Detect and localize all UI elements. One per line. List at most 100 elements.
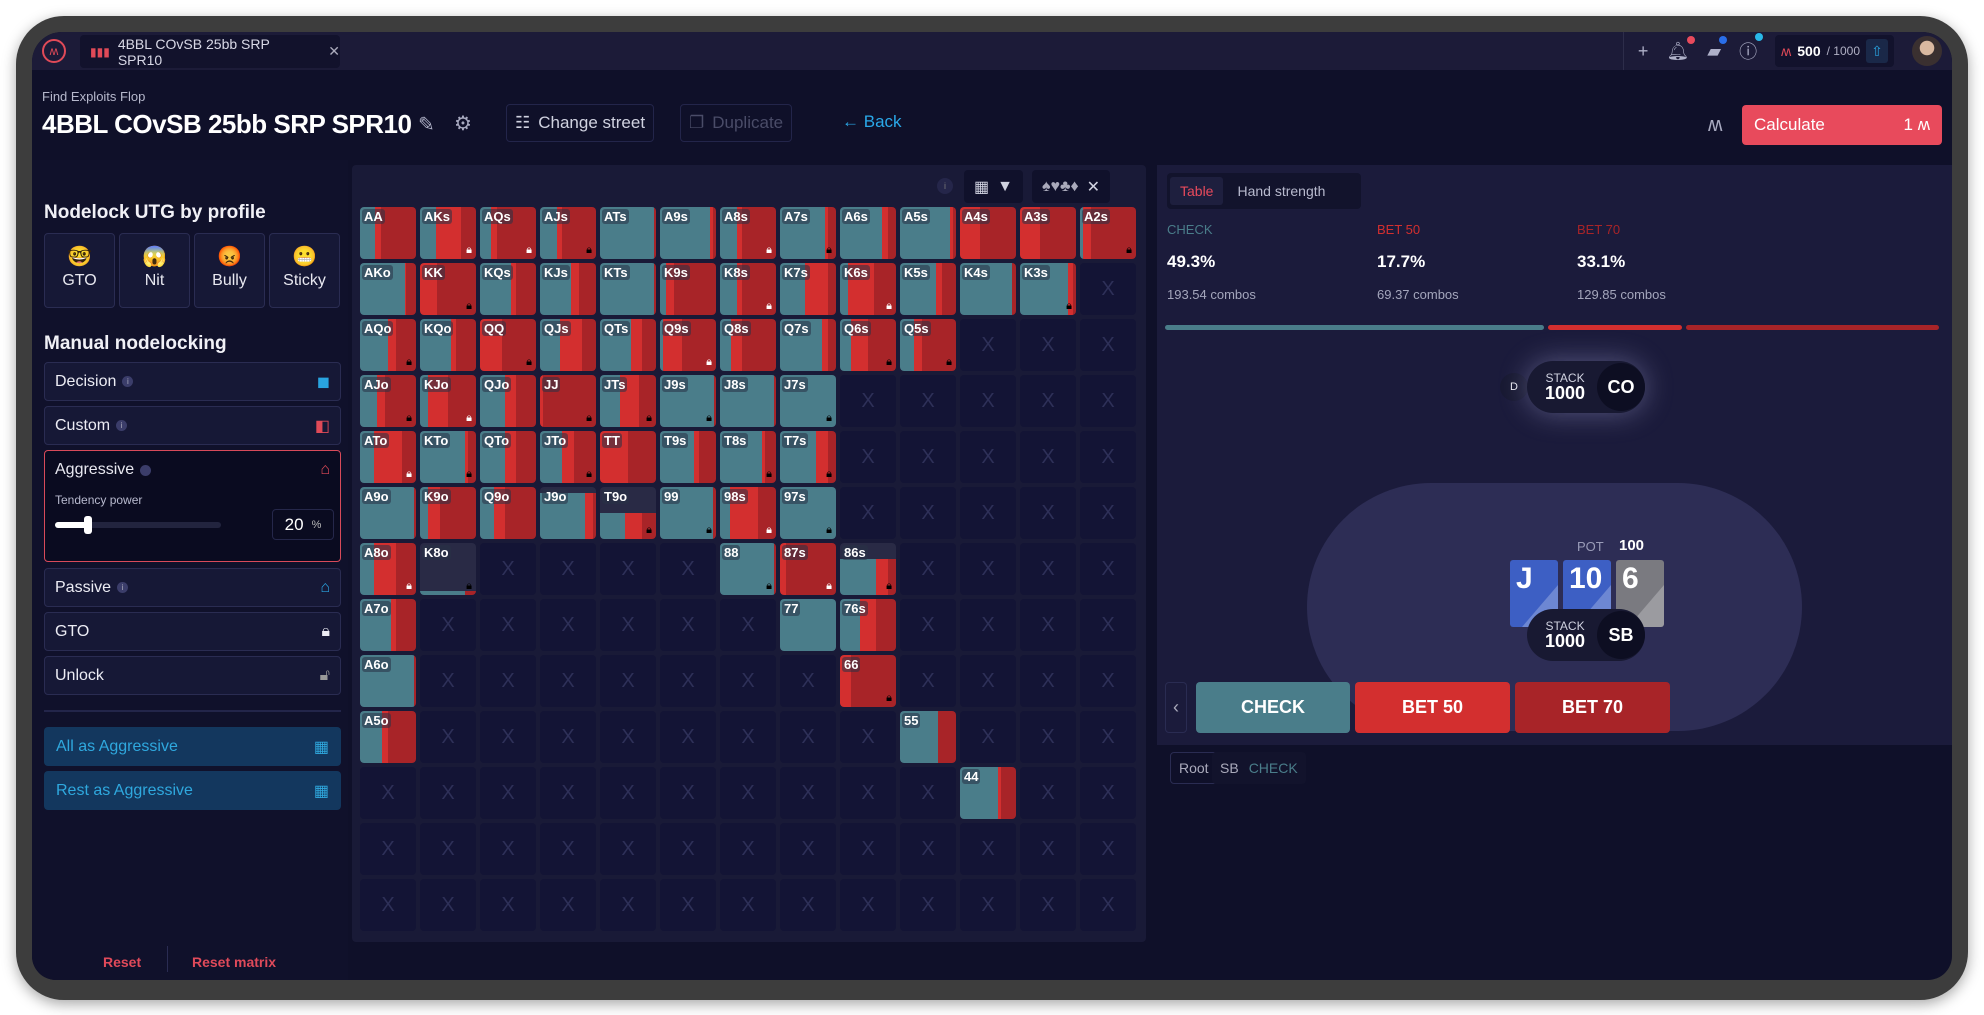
passive-option[interactable]: Passive i ⌂ bbox=[44, 568, 341, 607]
empty-cell[interactable]: X bbox=[960, 879, 1016, 931]
empty-cell[interactable]: X bbox=[780, 655, 836, 707]
hand-cell-AJs[interactable]: AJs 🔒︎ bbox=[540, 207, 596, 259]
empty-cell[interactable]: X bbox=[960, 319, 1016, 371]
change-street-button[interactable]: ☷ Change street bbox=[506, 104, 655, 142]
empty-cell[interactable]: X bbox=[1020, 431, 1076, 483]
hand-cell-A5s[interactable]: A5s bbox=[900, 207, 956, 259]
upgrade-arrow-icon[interactable]: ⇧ bbox=[1866, 39, 1888, 63]
empty-cell[interactable]: X bbox=[720, 879, 776, 931]
empty-cell[interactable]: X bbox=[1080, 879, 1136, 931]
profile-gto-button[interactable]: 🤓 GTO bbox=[44, 233, 115, 308]
empty-cell[interactable]: X bbox=[1020, 319, 1076, 371]
empty-cell[interactable]: X bbox=[960, 487, 1016, 539]
rest-as-aggressive-button[interactable]: Rest as Aggressive ▦ bbox=[44, 771, 341, 810]
hand-cell-K8o[interactable]: K8o 🔒︎ bbox=[420, 543, 476, 595]
empty-cell[interactable]: X bbox=[660, 879, 716, 931]
gear-icon[interactable]: ⚙ bbox=[454, 113, 472, 135]
empty-cell[interactable]: X bbox=[540, 711, 596, 763]
empty-cell[interactable]: X bbox=[480, 543, 536, 595]
app-logo-icon[interactable]: ʍ bbox=[42, 39, 66, 63]
chat-icon[interactable]: ▰ bbox=[1707, 35, 1728, 62]
empty-cell[interactable]: X bbox=[960, 823, 1016, 875]
empty-cell[interactable]: X bbox=[900, 823, 956, 875]
hand-cell-KK[interactable]: KK 🔒︎ bbox=[420, 263, 476, 315]
hand-cell-AKs[interactable]: AKs 🔒︎ bbox=[420, 207, 476, 259]
profile-nit-button[interactable]: 😱 Nit bbox=[119, 233, 190, 308]
hand-cell-JJ[interactable]: JJ 🔒︎ bbox=[540, 375, 596, 427]
calculate-button[interactable]: Calculate 1 ʍ bbox=[1742, 105, 1942, 145]
hand-cell-T8s[interactable]: T8s 🔒︎ bbox=[720, 431, 776, 483]
empty-cell[interactable]: X bbox=[840, 879, 896, 931]
hand-cell-A2s[interactable]: A2s 🔒︎ bbox=[1080, 207, 1136, 259]
hand-cell-99[interactable]: 99 🔒︎ bbox=[660, 487, 716, 539]
empty-cell[interactable]: X bbox=[720, 599, 776, 651]
empty-cell[interactable]: X bbox=[960, 711, 1016, 763]
hand-cell-A8s[interactable]: A8s 🔒︎ bbox=[720, 207, 776, 259]
empty-cell[interactable]: X bbox=[1080, 319, 1136, 371]
empty-cell[interactable]: X bbox=[540, 767, 596, 819]
empty-cell[interactable]: X bbox=[900, 655, 956, 707]
hand-cell-K6s[interactable]: K6s 🔒︎ bbox=[840, 263, 896, 315]
empty-cell[interactable]: X bbox=[420, 767, 476, 819]
hand-cell-Q7s[interactable]: Q7s bbox=[780, 319, 836, 371]
empty-cell[interactable]: X bbox=[540, 655, 596, 707]
empty-cell[interactable]: X bbox=[840, 711, 896, 763]
empty-cell[interactable]: X bbox=[540, 599, 596, 651]
hand-cell-QTs[interactable]: QTs bbox=[600, 319, 656, 371]
avatar[interactable] bbox=[1912, 36, 1942, 66]
empty-cell[interactable]: X bbox=[1080, 487, 1136, 539]
empty-cell[interactable]: X bbox=[480, 711, 536, 763]
empty-cell[interactable]: X bbox=[1080, 655, 1136, 707]
reset-button[interactable]: Reset bbox=[103, 954, 142, 970]
empty-cell[interactable]: X bbox=[420, 823, 476, 875]
empty-cell[interactable]: X bbox=[960, 543, 1016, 595]
hand-cell-QJo[interactable]: QJo bbox=[480, 375, 536, 427]
tab-table[interactable]: Table bbox=[1170, 177, 1224, 205]
empty-cell[interactable]: X bbox=[360, 879, 416, 931]
info-icon[interactable]: i bbox=[122, 376, 134, 387]
empty-cell[interactable]: X bbox=[840, 823, 896, 875]
hand-cell-ATo[interactable]: ATo 🔒︎ bbox=[360, 431, 416, 483]
hand-cell-J7s[interactable]: J7s 🔒︎ bbox=[780, 375, 836, 427]
empty-cell[interactable]: X bbox=[780, 879, 836, 931]
hand-cell-K4s[interactable]: K4s bbox=[960, 263, 1016, 315]
hand-cell-QTo[interactable]: QTo bbox=[480, 431, 536, 483]
empty-cell[interactable]: X bbox=[420, 655, 476, 707]
hand-cell-A8o[interactable]: A8o 🔒︎ bbox=[360, 543, 416, 595]
unlock-option[interactable]: Unlock 🔓︎ bbox=[44, 656, 341, 695]
tendency-input[interactable]: 20% bbox=[272, 509, 334, 540]
empty-cell[interactable]: X bbox=[480, 599, 536, 651]
empty-cell[interactable]: X bbox=[1080, 263, 1136, 315]
tendency-slider[interactable] bbox=[55, 516, 221, 534]
credits-settings-icon[interactable]: ʍ bbox=[1708, 114, 1723, 136]
hand-cell-88[interactable]: 88 🔒︎ bbox=[720, 543, 776, 595]
empty-cell[interactable]: X bbox=[1020, 599, 1076, 651]
aggressive-option-expanded[interactable]: Aggressive ⌂ Tendency power 20% bbox=[44, 450, 341, 562]
empty-cell[interactable]: X bbox=[660, 767, 716, 819]
hand-cell-T9s[interactable]: T9s bbox=[660, 431, 716, 483]
bet50-action-button[interactable]: BET 50 bbox=[1355, 682, 1510, 733]
bell-icon[interactable]: 🔔︎ bbox=[1666, 35, 1696, 62]
empty-cell[interactable]: X bbox=[1020, 767, 1076, 819]
empty-cell[interactable]: X bbox=[780, 711, 836, 763]
empty-cell[interactable]: X bbox=[720, 711, 776, 763]
empty-cell[interactable]: X bbox=[1020, 375, 1076, 427]
hand-cell-KJo[interactable]: KJo 🔒︎ bbox=[420, 375, 476, 427]
empty-cell[interactable]: X bbox=[780, 767, 836, 819]
empty-cell[interactable]: X bbox=[960, 599, 1016, 651]
hand-cell-Q9o[interactable]: Q9o bbox=[480, 487, 536, 539]
seat-co[interactable]: STACK 1000 CO bbox=[1527, 361, 1645, 413]
empty-cell[interactable]: X bbox=[1020, 655, 1076, 707]
empty-cell[interactable]: X bbox=[1020, 543, 1076, 595]
empty-cell[interactable]: X bbox=[1080, 767, 1136, 819]
empty-cell[interactable]: X bbox=[1020, 879, 1076, 931]
empty-cell[interactable]: X bbox=[480, 767, 536, 819]
breadcrumb-sb-check[interactable]: SB CHECK bbox=[1212, 752, 1306, 784]
hand-cell-KTs[interactable]: KTs bbox=[600, 263, 656, 315]
close-icon[interactable]: ✕ bbox=[1086, 178, 1101, 196]
empty-cell[interactable]: X bbox=[1020, 487, 1076, 539]
hand-cell-J9s[interactable]: J9s 🔒︎ bbox=[660, 375, 716, 427]
empty-cell[interactable]: X bbox=[1080, 543, 1136, 595]
tab-hand-strength[interactable]: Hand strength bbox=[1237, 183, 1326, 199]
hand-cell-KJs[interactable]: KJs bbox=[540, 263, 596, 315]
